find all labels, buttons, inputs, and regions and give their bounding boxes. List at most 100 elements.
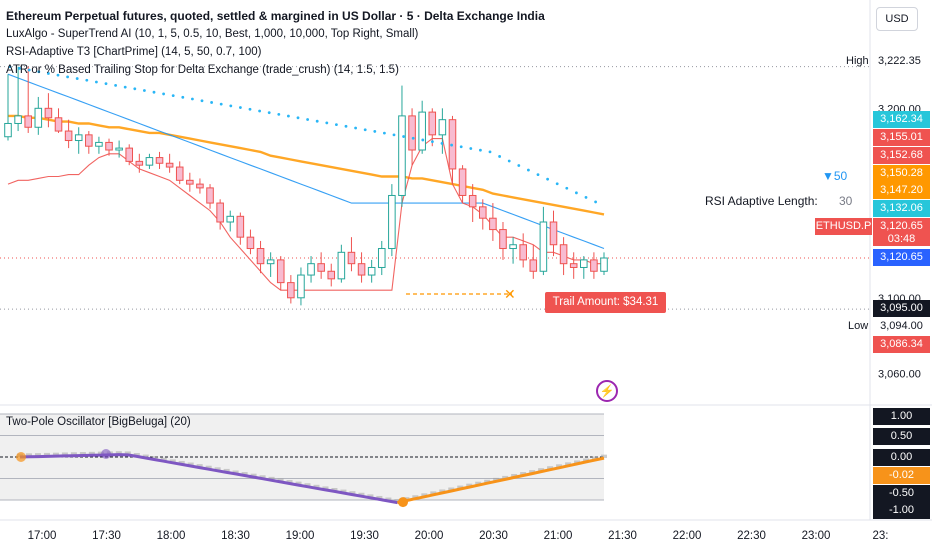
trail-dot bbox=[85, 78, 89, 82]
currency-button[interactable]: USD bbox=[876, 7, 918, 31]
y-tick-label: 3,060.00 bbox=[878, 369, 921, 381]
trail-dot bbox=[546, 177, 549, 181]
trail-dot bbox=[575, 191, 578, 195]
candle-body bbox=[236, 215, 245, 238]
osc-shadow-bar bbox=[187, 462, 194, 466]
osc-shadow-bar bbox=[25, 453, 32, 457]
trail-dot bbox=[315, 119, 319, 123]
candle-body bbox=[145, 157, 154, 166]
osc-shadow-bar bbox=[205, 465, 212, 470]
indicator-supertrend[interactable]: LuxAlgo - SuperTrend AI (10, 1, 5, 0.5, … bbox=[6, 28, 419, 40]
candle-body bbox=[509, 244, 517, 250]
osc-shadow-bar bbox=[124, 451, 131, 455]
osc-shadow-bar bbox=[457, 485, 464, 490]
candle-body bbox=[206, 187, 214, 204]
lightning-icon[interactable]: ⚡ bbox=[596, 380, 618, 402]
osc-shadow-bar bbox=[412, 495, 419, 499]
candle-body bbox=[367, 266, 376, 276]
price-tag-current: 3,120.65 03:48 bbox=[873, 218, 930, 246]
trail-dot bbox=[27, 68, 31, 72]
osc-shadow-bar bbox=[430, 491, 437, 495]
trail-dot bbox=[287, 114, 290, 118]
candle-body bbox=[569, 263, 578, 268]
candle-body bbox=[559, 244, 568, 265]
osc-shadow-bar bbox=[439, 489, 446, 493]
indicator-atr-trailing[interactable]: ATR or % Based Trailing Stop for Delta E… bbox=[6, 64, 399, 76]
osc-shadow-bar bbox=[376, 495, 383, 500]
candle-body bbox=[155, 157, 164, 164]
trail-dot bbox=[162, 92, 166, 96]
candle-body bbox=[499, 229, 507, 250]
trail-dot bbox=[517, 164, 521, 167]
trail-dot bbox=[411, 136, 415, 140]
candle-body bbox=[246, 236, 255, 250]
candle-body bbox=[388, 194, 396, 250]
x-tick-label: 17:00 bbox=[28, 530, 57, 542]
trail-dot bbox=[335, 123, 338, 127]
trail-dot bbox=[277, 112, 281, 116]
osc-shadow-bar bbox=[304, 483, 311, 487]
candle-body bbox=[24, 115, 32, 128]
osc-shadow-bar bbox=[61, 452, 68, 456]
trail-dot bbox=[479, 148, 482, 152]
trail-dot bbox=[392, 133, 396, 137]
candle-body bbox=[297, 274, 305, 299]
osc-line-down bbox=[19, 453, 398, 505]
price-tag: 3,147.20 bbox=[873, 182, 930, 199]
x-tick-label: 17:30 bbox=[92, 530, 121, 542]
candle-body bbox=[186, 179, 194, 185]
osc-shadow-bar bbox=[241, 472, 248, 476]
trail-dot bbox=[133, 87, 137, 91]
trail-dot bbox=[440, 141, 444, 145]
price-tag: 3,120.65 bbox=[873, 249, 930, 266]
trail-dot bbox=[143, 89, 146, 92]
candle-body bbox=[125, 147, 134, 162]
indicator-rsi-t3[interactable]: RSI-Adaptive T3 [ChartPrime] (14, 5, 50,… bbox=[6, 46, 262, 58]
osc-shadow-bar bbox=[286, 480, 293, 484]
trail-dot bbox=[527, 168, 530, 172]
chart-title: Ethereum Perpetual futures, quoted, sett… bbox=[6, 9, 545, 23]
trail-dot bbox=[306, 118, 309, 121]
trail-dot bbox=[344, 124, 348, 128]
trail-dot bbox=[18, 66, 21, 70]
osc-shadow-bar bbox=[520, 472, 527, 476]
candle-body bbox=[529, 259, 538, 272]
x-tick-label: 19:30 bbox=[350, 530, 379, 542]
x-tick-label: 19:00 bbox=[286, 530, 315, 542]
osc-shadow-bar bbox=[583, 458, 590, 462]
candle-body bbox=[468, 194, 477, 208]
trail-dot bbox=[373, 130, 377, 133]
candle-body bbox=[489, 217, 497, 231]
x-tick-label: 18:00 bbox=[157, 530, 186, 542]
high-value: 3,222.35 bbox=[878, 55, 921, 67]
osc-shadow-bar bbox=[493, 477, 500, 482]
trail-dot bbox=[402, 135, 405, 138]
trail-dot bbox=[56, 73, 60, 77]
trail-dot bbox=[229, 104, 233, 108]
candle-body bbox=[85, 134, 93, 147]
oscillator-title[interactable]: Two-Pole Oscillator [BigBeluga] (20) bbox=[6, 416, 191, 428]
price-tag-countdown: 03:48 bbox=[887, 233, 916, 245]
osc-shadow-bar bbox=[277, 478, 284, 482]
osc-tick: 0.00 bbox=[873, 449, 930, 466]
osc-shadow-bar bbox=[214, 467, 221, 471]
osc-tick: -0.02 bbox=[873, 467, 930, 484]
osc-shadow-bar bbox=[151, 456, 158, 460]
osc-shadow-bar bbox=[538, 468, 545, 472]
osc-shadow-bar bbox=[160, 457, 167, 462]
trail-dot bbox=[594, 200, 597, 204]
osc-shadow-bar bbox=[34, 453, 41, 457]
candle-body bbox=[408, 115, 416, 151]
osc-shadow-bar bbox=[79, 452, 86, 456]
candle-body bbox=[196, 183, 204, 189]
candle-body bbox=[307, 263, 315, 276]
trail-dot bbox=[555, 182, 559, 186]
trail-dot bbox=[239, 106, 242, 109]
candle-body bbox=[519, 244, 527, 261]
trail-dot bbox=[536, 173, 540, 177]
x-tick-label: 20:30 bbox=[479, 530, 508, 542]
osc-shadow-bar bbox=[97, 451, 104, 456]
osc-tick: -0.50 bbox=[873, 485, 930, 502]
